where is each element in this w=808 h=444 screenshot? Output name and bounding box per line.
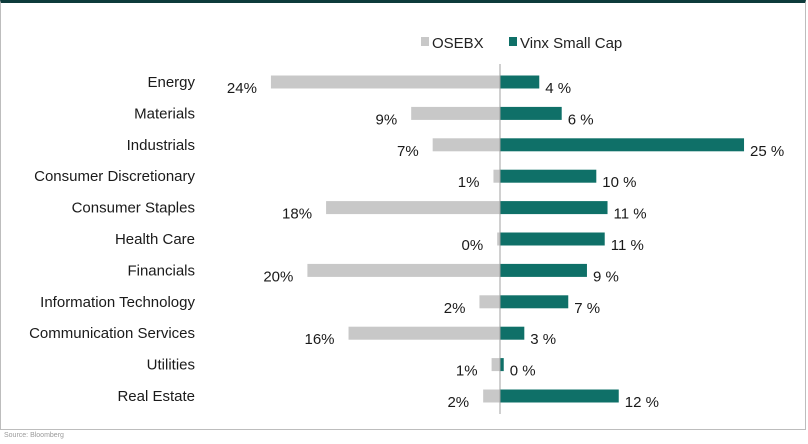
category-label-information-technology: Information Technology <box>40 294 195 311</box>
bar-osebx-industrials <box>432 138 500 152</box>
bar-osebx-financials <box>307 263 500 277</box>
value-label-osebx-utilities: 1% <box>456 363 478 380</box>
bar-osebx-communication-services <box>348 326 500 340</box>
value-label-osebx-materials: 9% <box>375 111 397 128</box>
value-label-vinx-health-care: 11 % <box>611 237 644 254</box>
category-label-energy: Energy <box>147 74 195 91</box>
category-label-utilities: Utilities <box>147 357 195 374</box>
category-label-industrials: Industrials <box>127 137 195 154</box>
value-label-osebx-industrials: 7% <box>397 143 419 160</box>
bar-vinx-financials <box>500 263 587 277</box>
value-label-osebx-financials: 20% <box>263 268 293 285</box>
legend-swatch-vinx-small-cap <box>509 37 517 46</box>
bar-vinx-health-care <box>500 232 605 246</box>
value-label-vinx-communication-services: 3 % <box>530 331 556 348</box>
category-label-communication-services: Communication Services <box>29 325 195 342</box>
legend-label-vinx-small-cap: Vinx Small Cap <box>520 35 622 52</box>
value-label-osebx-information-technology: 2% <box>444 300 466 317</box>
osebx-bars <box>270 75 500 403</box>
category-label-financials: Financials <box>127 262 195 279</box>
bar-osebx-utilities <box>491 358 500 372</box>
legend-label-osebx: OSEBX <box>432 35 484 52</box>
value-label-vinx-utilities: 0 % <box>510 363 536 380</box>
value-label-osebx-consumer-staples: 18% <box>282 206 312 223</box>
bar-osebx-information-technology <box>479 295 500 309</box>
legend-swatch-osebx <box>421 37 429 46</box>
value-label-vinx-consumer-discretionary: 10 % <box>602 174 636 191</box>
bar-osebx-energy <box>270 75 500 89</box>
category-label-consumer-staples: Consumer Staples <box>72 200 195 217</box>
value-label-osebx-real-estate: 2% <box>447 394 469 411</box>
value-label-vinx-industrials: 25 % <box>750 143 784 160</box>
category-label-materials: Materials <box>134 105 195 122</box>
bar-vinx-real-estate <box>500 389 619 403</box>
value-label-osebx-health-care: 0% <box>462 237 484 254</box>
value-label-vinx-consumer-staples: 11 % <box>614 206 647 223</box>
value-label-osebx-communication-services: 16% <box>304 331 334 348</box>
bar-vinx-industrials <box>500 138 745 152</box>
bar-osebx-consumer-discretionary <box>493 169 500 183</box>
category-label-real-estate: Real Estate <box>117 388 195 405</box>
bar-vinx-utilities <box>500 358 504 372</box>
value-label-vinx-financials: 9 % <box>593 268 619 285</box>
bar-vinx-energy <box>500 75 540 89</box>
bar-vinx-information-technology <box>500 295 569 309</box>
bar-osebx-health-care <box>497 232 500 246</box>
bar-osebx-materials <box>411 106 500 120</box>
source-footnote: Source: Bloomberg <box>4 432 64 439</box>
value-labels: 24% 4 % 9% 6 % 7% 25 % 1% 10 % 18% 11 % 0% 11 % 20% 9… <box>227 80 784 411</box>
value-label-vinx-energy: 4 % <box>545 80 571 97</box>
bar-osebx-real-estate <box>483 389 500 403</box>
vinx-bars <box>500 75 745 403</box>
bar-vinx-materials <box>500 106 562 120</box>
value-label-vinx-materials: 6 % <box>568 111 594 128</box>
bar-vinx-consumer-discretionary <box>500 169 597 183</box>
value-label-vinx-real-estate: 12 % <box>625 394 659 411</box>
bar-vinx-consumer-staples <box>500 201 608 215</box>
category-labels: Energy Materials Industrials Consumer Discr… <box>29 74 195 405</box>
bar-vinx-communication-services <box>500 326 525 340</box>
category-label-health-care: Health Care <box>115 231 195 248</box>
bar-osebx-consumer-staples <box>326 201 500 215</box>
sector-allocation-chart: OSEBX Vinx Small Cap Energy Materials Indu… <box>29 35 784 414</box>
value-label-osebx-consumer-discretionary: 1% <box>458 174 480 191</box>
value-label-osebx-energy: 24% <box>227 80 257 97</box>
legend: OSEBX Vinx Small Cap <box>421 35 622 52</box>
value-label-vinx-information-technology: 7 % <box>574 300 600 317</box>
chart-frame <box>0 0 806 430</box>
category-label-consumer-discretionary: Consumer Discretionary <box>34 168 195 185</box>
